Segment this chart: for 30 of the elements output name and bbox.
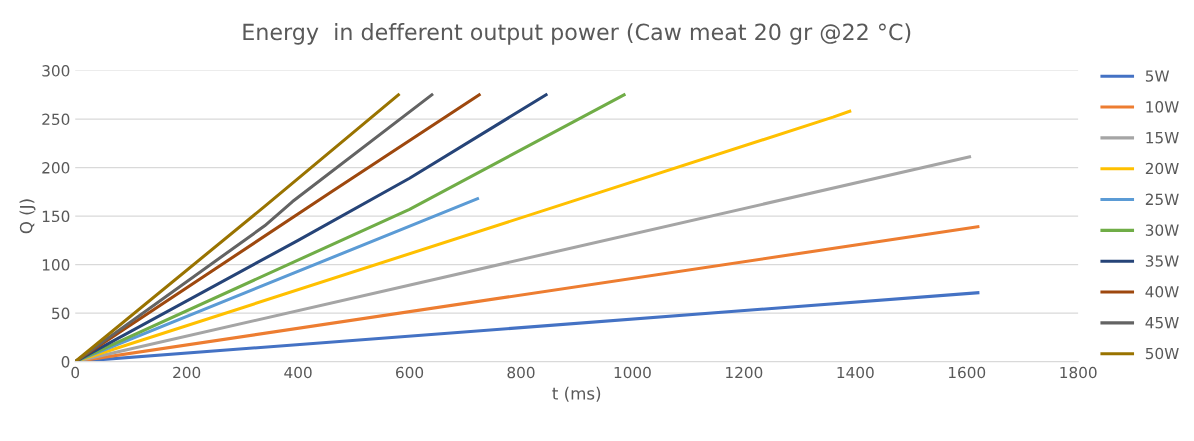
- y-tick-label: 300: [42, 65, 70, 77]
- x-tick-label: 200: [173, 366, 201, 379]
- legend-label: 25W: [1145, 193, 1179, 206]
- legend-label: 45W: [1145, 317, 1179, 329]
- y-tick-label: 100: [42, 259, 70, 271]
- x-tick-label: 400: [284, 366, 312, 379]
- chart-title: Energy in defferent output power (Caw meat 20 gr @22 °C): [243, 23, 911, 45]
- legend-label: 50W: [1145, 347, 1179, 360]
- y-tick-label: 0: [61, 356, 70, 368]
- legend-label: 20W: [1145, 162, 1179, 175]
- legend-label: 15W: [1146, 132, 1179, 144]
- x-tick-label: 1200: [726, 366, 763, 379]
- y-tick-label: 150: [42, 210, 70, 223]
- legend-label: 35W: [1145, 255, 1179, 267]
- x-tick-label: 0: [71, 366, 80, 379]
- legend-label: 10W: [1146, 101, 1179, 113]
- x-tick-label: 800: [507, 366, 535, 379]
- y-tick-label: 50: [52, 307, 70, 320]
- x-tick-label: 600: [396, 366, 424, 379]
- x-tick-label: 1400: [837, 366, 874, 379]
- legend-label: 5W: [1145, 70, 1170, 82]
- y-tick-label: 200: [42, 162, 70, 174]
- x-axis-title: t (ms): [552, 386, 601, 402]
- x-tick-label: 1600: [948, 366, 986, 379]
- x-tick-label: 1000: [614, 366, 651, 379]
- legend-label: 40W: [1145, 286, 1179, 298]
- x-tick-label: 1800: [1060, 366, 1097, 379]
- y-tick-label: 250: [42, 113, 70, 126]
- legend-label: 30W: [1145, 224, 1179, 236]
- y-axis-title: Q (J): [19, 199, 36, 234]
